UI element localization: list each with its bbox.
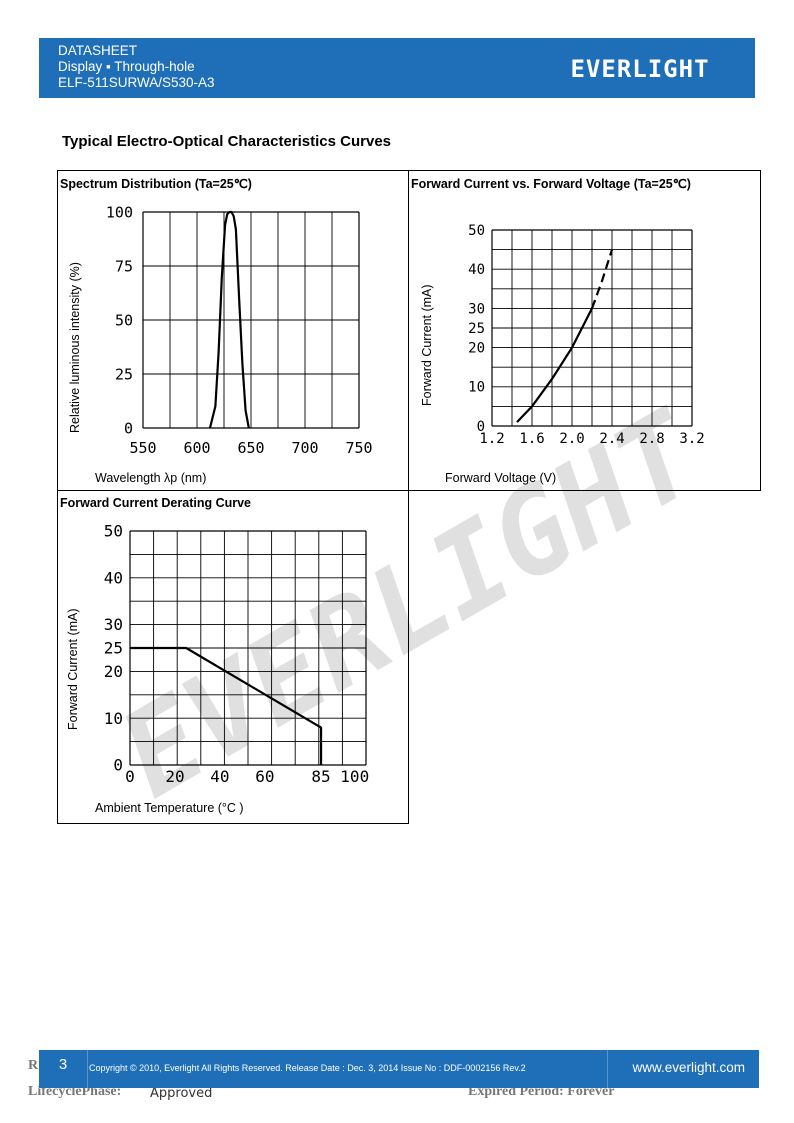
derating-xtick-label: 100 [340,767,369,786]
iv-ytick-label: 25 [468,321,485,337]
derating-ytick-label: 25 [104,639,123,658]
iv-ytick-label: 50 [468,223,485,239]
page-number: 3 [39,1050,88,1088]
lifecycle-value: Approved [150,1086,213,1101]
iv-xtick-label: 3.2 [679,431,704,447]
derating-panel [57,490,409,824]
spectrum-ytick-label: 75 [115,257,133,275]
doc-type: DATASHEET [58,43,138,58]
section-title: Typical Electro-Optical Characteristics … [62,133,392,150]
iv-xtick-label: 2.8 [639,431,664,447]
derating-xtick-label: 40 [210,767,229,786]
iv-ytick-label: 40 [468,262,485,278]
everlight-logo: EVERLIGHT [570,55,709,83]
logo-text: EVERLIGHT [570,55,709,83]
iv-xtick-label: 1.6 [519,431,544,447]
iv-ytick-label: 30 [468,301,485,317]
spectrum-xtick-label: 650 [237,439,264,457]
iv-panel [408,170,761,491]
spectrum-ytick-label: 50 [115,311,133,329]
iv-title: Forward Current vs. Forward Voltage (Ta=… [411,177,691,191]
doc-category: Display ▪ Through-hole [58,59,195,74]
derating-ytick-label: 30 [104,615,123,634]
derating-ytick-label: 0 [113,756,123,775]
derating-xtick-label: 85 [311,767,330,786]
spectrum-xtick-label: 750 [345,439,372,457]
spectrum-title: Spectrum Distribution (Ta=25℃) [60,177,252,191]
spectrum-ytick-label: 100 [106,203,133,221]
footer-bar: 3 Copyright © 2010, Everlight All Rights… [39,1050,759,1088]
derating-xtick-label: 60 [255,767,274,786]
derating-ytick-label: 50 [104,522,123,541]
iv-ytick-label: 20 [468,341,485,357]
derating-ytick-label: 40 [104,568,123,587]
derating-xlabel: Ambient Temperature (°C ) [95,801,244,815]
spectrum-ytick-label: 0 [124,419,133,437]
website-link[interactable]: www.everlight.com [632,1060,745,1075]
part-number: ELF-511SURWA/S530-A3 [58,75,215,90]
derating-title: Forward Current Derating Curve [60,496,252,510]
iv-xtick-label: 2.0 [559,431,584,447]
iv-series-line [516,307,593,423]
derating-ytick-label: 10 [104,709,123,728]
iv-ytick-label: 0 [477,419,485,435]
derating-xtick-label: 0 [125,767,135,786]
iv-xtick-label: 2.4 [599,431,624,447]
spectrum-series-line [208,210,250,429]
iv-xlabel: Forward Voltage (V) [445,471,557,485]
copyright: Copyright © 2010, Everlight All Rights R… [89,1063,526,1073]
spectrum-ytick-label: 25 [115,365,133,383]
spectrum-xtick-label: 550 [129,439,156,457]
footer-divider [607,1050,608,1088]
spectrum-xtick-label: 600 [183,439,210,457]
derating-series-line [130,646,323,765]
derating-xtick-label: 20 [165,767,184,786]
iv-ytick-label: 10 [468,380,485,396]
lifecycle-r: R [28,1058,39,1073]
iv-series-dashed [590,249,614,309]
spectrum-xlabel: Wavelength λp (nm) [95,471,207,485]
derating-ytick-label: 20 [104,662,123,681]
spectrum-xtick-label: 700 [291,439,318,457]
header-banner: DATASHEET Display ▪ Through-hole ELF-511… [39,38,755,98]
iv-xtick-label: 1.2 [479,431,504,447]
charts-grid: Spectrum Distribution (Ta=25℃) Forward C… [57,170,761,824]
